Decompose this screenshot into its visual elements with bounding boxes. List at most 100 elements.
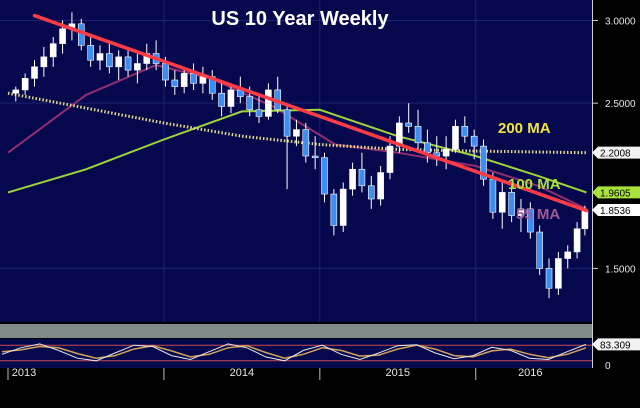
candle-4 [49,37,57,67]
candle-body-47 [452,125,459,150]
y-tick-label-1: 2.5000 [605,99,636,110]
candle-10 [106,43,113,74]
candle-body-11 [115,56,122,68]
ma-line-55-ma [7,64,587,210]
candle-52 [498,182,506,229]
candle-36 [349,162,356,196]
candle-30 [293,119,300,147]
x-axis-area [0,368,592,408]
price-badge-bg-1 [592,186,640,199]
candle-body-19 [190,73,197,84]
candle-body-48 [461,125,469,137]
stoch-zero-label: 0 [605,361,611,372]
ma-labels: 200 MA 100 MA 55 MA [498,120,561,223]
candle-body-22 [218,92,225,107]
candle-60 [573,222,581,259]
candle-body-3 [40,56,48,68]
candle-body-25 [246,96,253,111]
trendline-group [32,13,589,213]
ma-label-100-ma: 100 MA [508,176,561,193]
price-badge-bg-2 [592,203,640,216]
stoch-value-text: 83.309 [600,340,631,351]
candle-56 [536,225,543,276]
candle-39 [377,165,384,206]
candle-body-57 [545,268,553,289]
candle-0 [12,86,20,102]
candle-body-12 [124,56,132,71]
candle-40 [386,136,394,180]
candle-46 [442,136,450,170]
price-badge-text-1: 1.9605 [600,188,631,199]
stoch-k-line [1,343,587,362]
x-tick-label-1: 2014 [230,367,254,379]
candle-body-46 [442,149,450,157]
candle-body-50 [480,145,487,180]
candle-body-32 [311,155,319,158]
candle-42 [405,103,412,133]
candle-body-0 [12,89,20,94]
candle-body-42 [405,122,412,127]
candle-body-54 [517,208,525,216]
candle-53 [508,185,515,223]
candle-body-43 [414,125,422,144]
candle-body-34 [330,193,338,226]
candle-38 [367,175,375,209]
candle-body-33 [321,157,328,195]
ma-label-200-ma: 200 MA [498,120,551,137]
candlesticks [12,12,589,299]
candle-33 [321,152,328,203]
candle-body-31 [302,129,310,157]
candle-body-61 [581,210,589,230]
candle-35 [339,182,347,233]
candle-body-35 [339,188,347,226]
x-tick-label-2: 2015 [386,367,410,379]
candle-18 [180,66,188,94]
candle-12 [124,46,132,77]
price-badge-bg-0 [592,146,640,159]
candle-body-60 [573,228,581,253]
candle-13 [134,53,141,84]
candle-2 [31,60,38,87]
y-axis: 3.0000 2.5000 1.5000 2.2008 1.9605 1.8536 [592,17,640,275]
candle-body-23 [227,89,235,107]
candle-34 [330,189,338,236]
candle-17 [171,70,179,95]
candle-47 [452,119,459,153]
price-badge-0: 2.2008 [592,146,640,160]
candle-26 [255,93,263,123]
candle-body-13 [134,63,141,71]
candle-body-16 [162,63,169,81]
candle-54 [517,199,525,233]
separator-band [0,324,592,338]
candle-body-55 [527,208,534,233]
trendline [32,13,589,213]
ma-line-200-ma [7,91,587,155]
candle-59 [564,245,572,269]
candle-body-40 [386,145,394,173]
candle-31 [302,122,310,163]
candle-body-30 [293,129,300,137]
candle-body-58 [555,258,562,289]
candle-body-9 [96,53,104,61]
stoch-d-line [1,344,587,359]
candle-body-27 [265,89,272,117]
stochastic-panel [0,339,592,368]
stochastic-lines: 83.309 0 [0,338,640,372]
gridlines [0,0,592,322]
candle-body-49 [470,135,478,147]
moving-averages [7,64,587,210]
candle-body-2 [31,66,38,79]
candle-3 [40,46,48,77]
price-badge-text-2: 1.8536 [600,206,631,217]
candle-37 [358,152,366,193]
candle-55 [527,202,534,239]
candle-57 [545,258,553,299]
candle-body-37 [358,168,366,187]
candle-49 [470,129,478,160]
chart-title: US 10 Year Weekly [211,8,389,30]
candle-58 [555,251,562,295]
candle-body-38 [367,185,375,200]
candle-8 [87,37,94,67]
